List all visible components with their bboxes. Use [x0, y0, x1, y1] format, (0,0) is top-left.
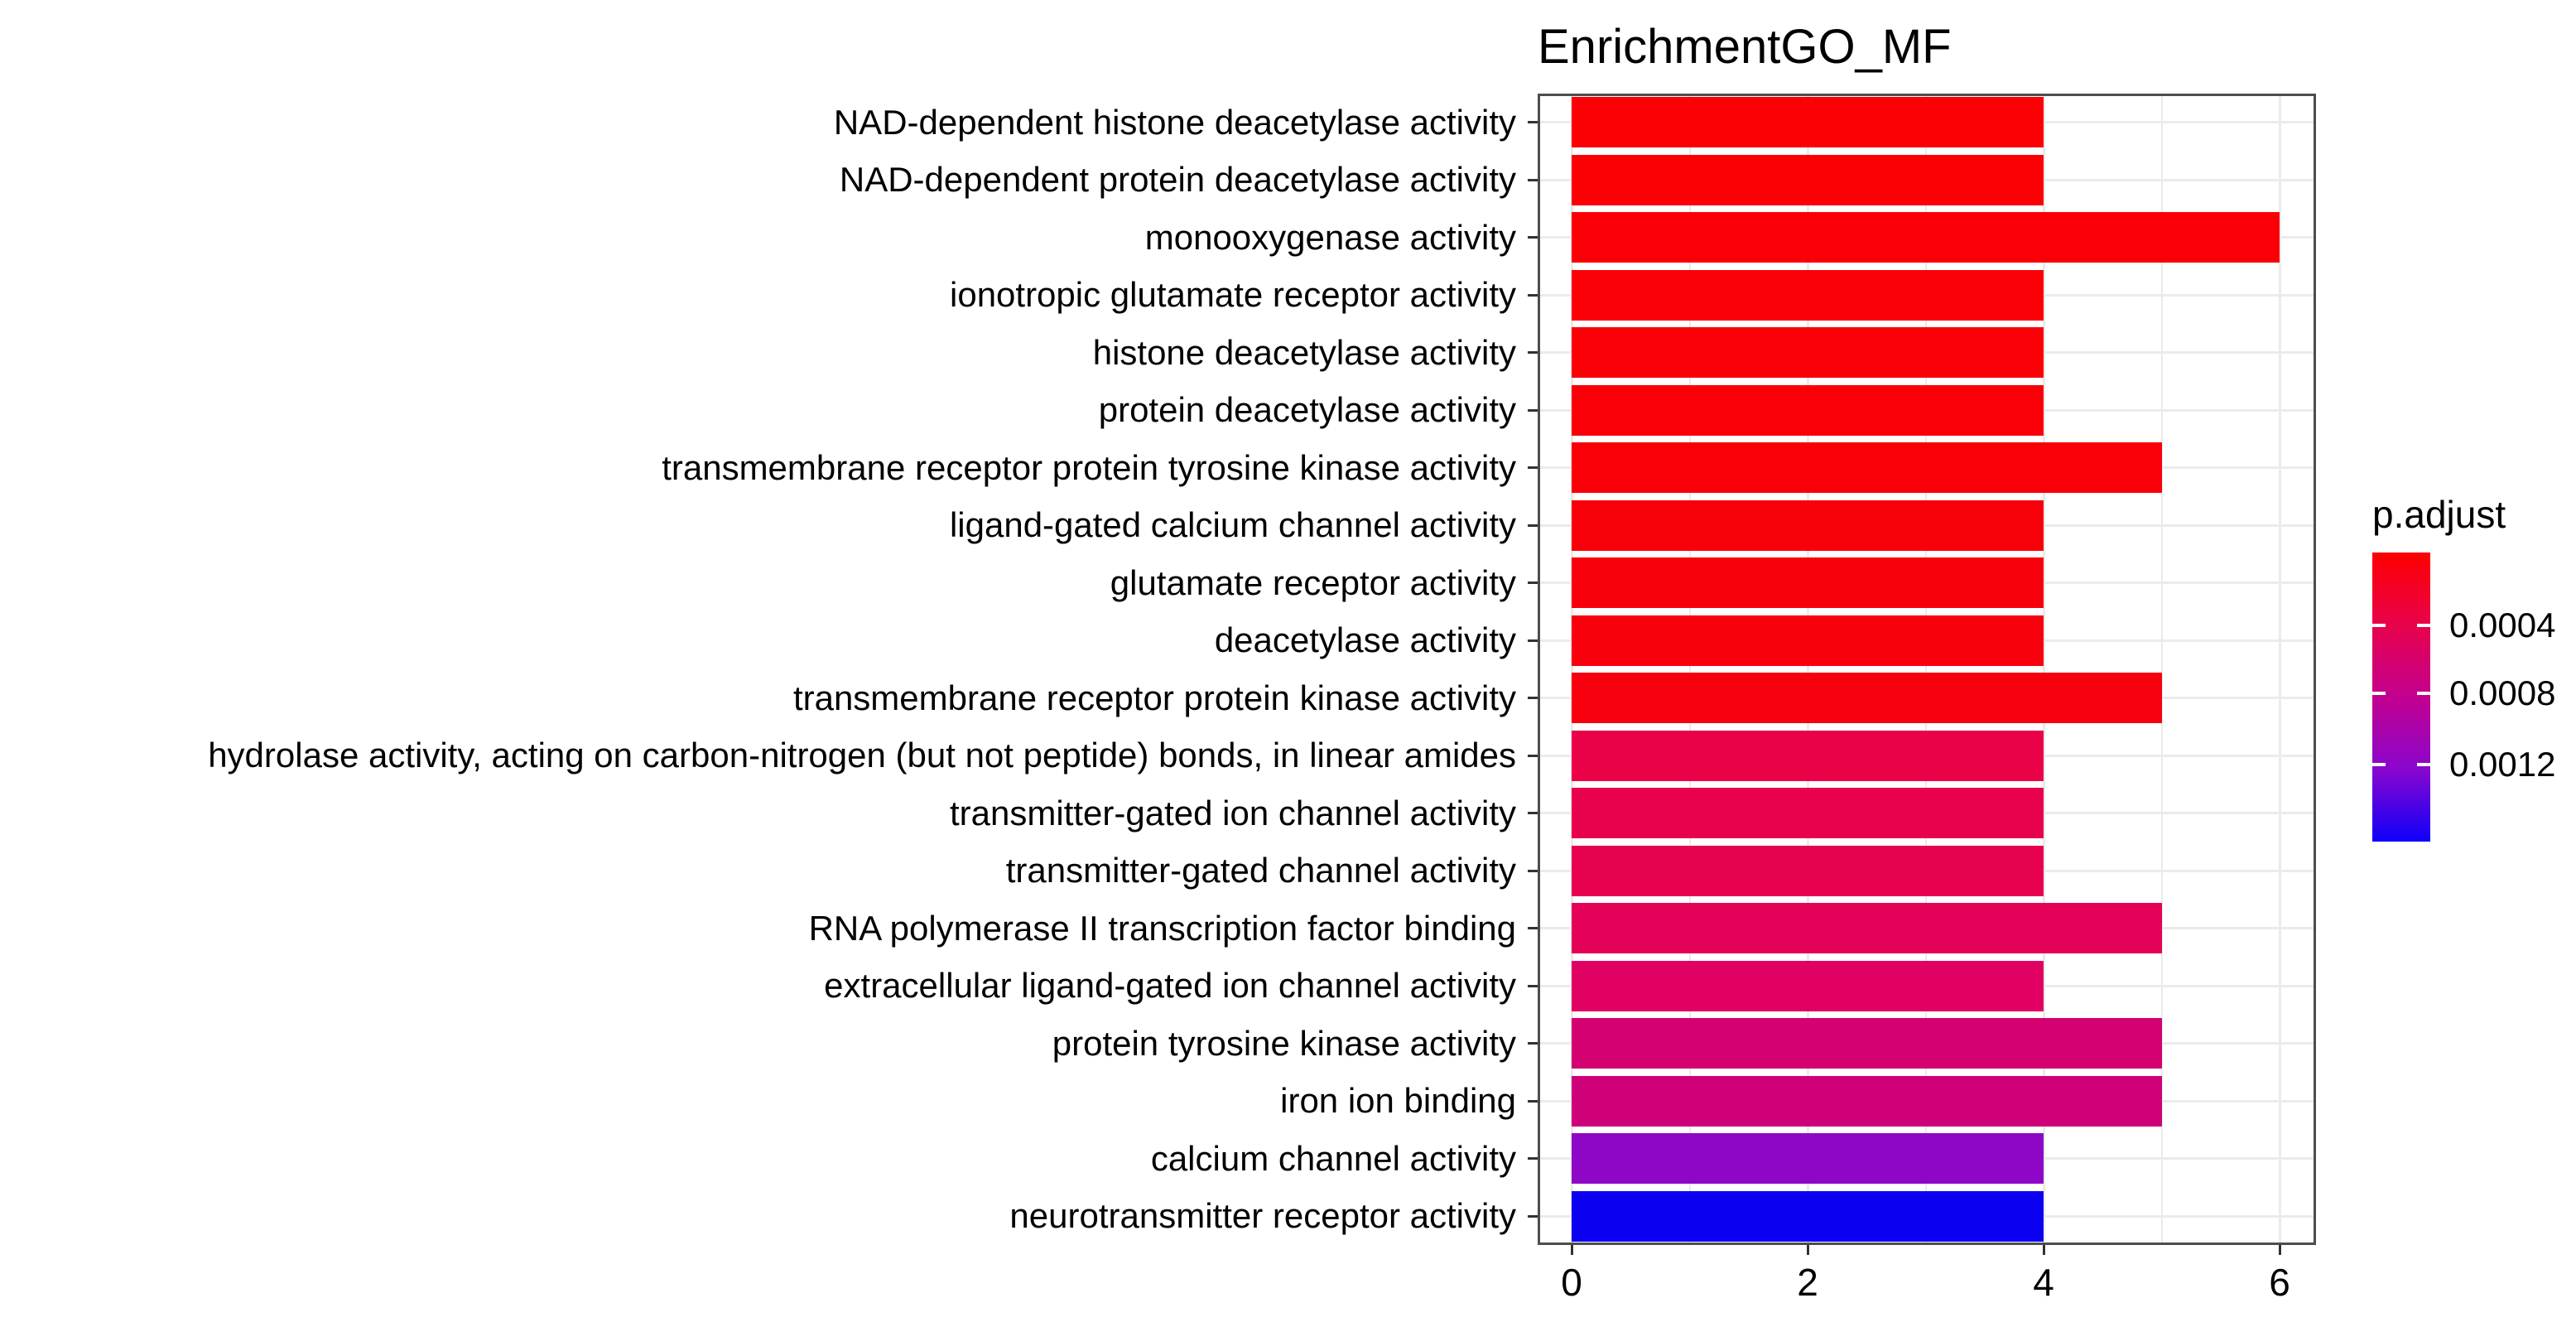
- colorbar-tick-mark: [2417, 623, 2430, 627]
- bar: [1572, 442, 2162, 494]
- y-axis-category-label: transmembrane receptor protein tyrosine …: [662, 447, 1516, 487]
- y-axis-category-label: RNA polymerase II transcription factor b…: [808, 908, 1516, 948]
- y-axis-tick-mark: [1528, 984, 1538, 987]
- y-axis-category-label: transmitter-gated ion channel activity: [950, 793, 1516, 832]
- colorbar-tick-mark: [2372, 692, 2386, 696]
- x-axis-tick-label: 6: [2269, 1261, 2290, 1304]
- bar: [1572, 673, 2162, 724]
- y-axis-category-label: deacetylase activity: [1214, 620, 1516, 660]
- y-axis-category-label: NAD-dependent protein deacetylase activi…: [839, 160, 1516, 200]
- y-axis-tick-mark: [1528, 1214, 1538, 1218]
- y-axis-tick-mark: [1528, 524, 1538, 527]
- bar: [1572, 97, 2044, 148]
- y-axis-tick-mark: [1528, 754, 1538, 757]
- y-axis-category-label: ligand-gated calcium channel activity: [949, 505, 1516, 545]
- y-axis-category-label: extracellular ligand-gated ion channel a…: [824, 966, 1516, 1006]
- y-axis-tick-mark: [1528, 1157, 1538, 1161]
- y-axis-category-label: calcium channel activity: [1150, 1138, 1516, 1178]
- y-axis-category-label: protein deacetylase activity: [1098, 390, 1516, 430]
- gridline-vertical: [1570, 94, 1573, 1245]
- y-axis-tick-mark: [1528, 293, 1538, 297]
- bar: [1572, 499, 2044, 551]
- gridline-vertical: [1688, 94, 1691, 1245]
- colorbar-tick-mark: [2417, 763, 2430, 767]
- legend-tick-label: 0.0004: [2449, 605, 2556, 644]
- gridline-vertical: [1924, 94, 1927, 1245]
- y-axis-category-label: protein tyrosine kinase activity: [1052, 1023, 1516, 1063]
- y-axis-tick-mark: [1528, 639, 1538, 642]
- colorbar-tick-mark: [2372, 623, 2386, 627]
- y-axis-tick-mark: [1528, 466, 1538, 470]
- x-axis-tick-label: 4: [2033, 1261, 2054, 1304]
- bar: [1572, 1075, 2162, 1127]
- y-axis-tick-mark: [1528, 351, 1538, 355]
- y-axis-tick-mark: [1528, 178, 1538, 181]
- y-axis-tick-mark: [1528, 236, 1538, 239]
- colorbar-tick-mark: [2417, 692, 2430, 696]
- y-axis-category-label: iron ion binding: [1280, 1081, 1516, 1121]
- bar: [1572, 1018, 2162, 1069]
- y-axis-category-label: transmembrane receptor protein kinase ac…: [792, 678, 1516, 717]
- bar: [1572, 1133, 2044, 1185]
- y-axis-tick-mark: [1528, 581, 1538, 585]
- x-axis-tick-mark: [2278, 1245, 2281, 1255]
- plot-title: EnrichmentGO_MF: [1538, 20, 1952, 74]
- y-axis-tick-mark: [1528, 1042, 1538, 1045]
- gridline-vertical: [2042, 94, 2045, 1245]
- x-axis-tick-label: 0: [1561, 1261, 1582, 1304]
- y-axis-category-label: NAD-dependent histone deacetylase activi…: [833, 102, 1516, 142]
- panel-border: [1538, 94, 2316, 1245]
- y-axis-tick-mark: [1528, 697, 1538, 700]
- plot-panel: [1538, 94, 2316, 1245]
- y-axis-tick-mark: [1528, 812, 1538, 815]
- bar: [1572, 269, 2044, 321]
- bar: [1572, 557, 2044, 609]
- y-axis-tick-mark: [1528, 927, 1538, 930]
- gridline-vertical: [1806, 94, 1809, 1245]
- bar: [1572, 960, 2044, 1011]
- bar: [1572, 384, 2044, 436]
- bar: [1572, 845, 2044, 896]
- y-axis-tick-mark: [1528, 869, 1538, 872]
- bar: [1572, 327, 2044, 379]
- bar: [1572, 212, 2280, 263]
- x-axis-tick-label: 2: [1797, 1261, 1818, 1304]
- bar: [1572, 1190, 2044, 1242]
- x-axis-tick-mark: [1570, 1245, 1573, 1255]
- y-axis-category-label: glutamate receptor activity: [1110, 562, 1516, 602]
- gridline-vertical: [2278, 94, 2281, 1245]
- gridline-vertical: [2160, 94, 2163, 1245]
- legend-tick-label: 0.0012: [2449, 745, 2556, 784]
- bar: [1572, 615, 2044, 666]
- y-axis-category-label: ionotropic glutamate receptor activity: [950, 275, 1516, 315]
- y-axis-category-label: monooxygenase activity: [1144, 217, 1516, 257]
- y-axis-tick-mark: [1528, 408, 1538, 412]
- y-axis-category-label: transmitter-gated channel activity: [1005, 851, 1516, 890]
- bar: [1572, 730, 2044, 781]
- y-axis-category-label: histone deacetylase activity: [1092, 332, 1516, 372]
- colorbar-tick-mark: [2372, 763, 2386, 767]
- legend-colorbar: [2372, 553, 2430, 842]
- y-axis-tick-mark: [1528, 121, 1538, 124]
- bar: [1572, 788, 2044, 839]
- legend-tick-label: 0.0008: [2449, 673, 2556, 713]
- x-axis-tick-mark: [1806, 1245, 1809, 1255]
- y-axis-category-label: hydrolase activity, acting on carbon-nit…: [208, 736, 1516, 775]
- bar: [1572, 154, 2044, 205]
- legend-title: p.adjust: [2372, 493, 2506, 536]
- x-axis-tick-mark: [2042, 1245, 2045, 1255]
- bar: [1572, 903, 2162, 954]
- y-axis-tick-mark: [1528, 1099, 1538, 1103]
- y-axis-category-label: neurotransmitter receptor activity: [1009, 1196, 1516, 1236]
